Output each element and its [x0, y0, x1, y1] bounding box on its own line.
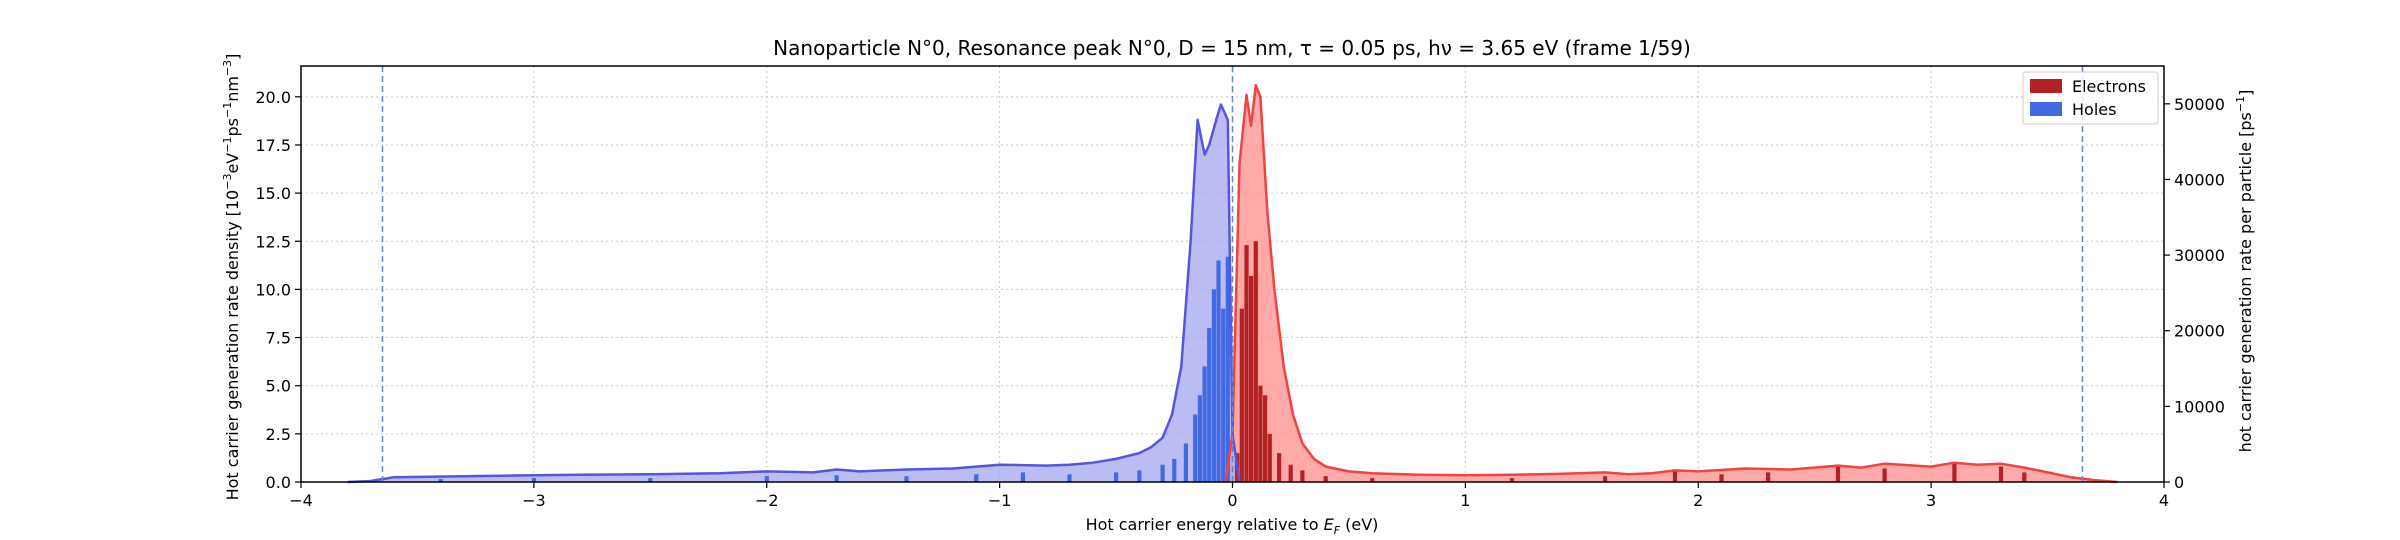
x-tick-label-2: −2	[755, 491, 779, 510]
x-tick-label-5: 1	[1460, 491, 1470, 510]
bar-holes-19	[648, 478, 653, 482]
series-lines	[347, 84, 2118, 484]
bar-holes-12	[1114, 472, 1119, 482]
x-tick-label-1: −3	[522, 491, 546, 510]
bar-electrons-8	[1277, 453, 1282, 482]
bar-holes-20	[531, 478, 536, 482]
bar-electrons-7	[1267, 433, 1272, 482]
bar-holes-16	[904, 476, 909, 482]
y-left-tick-label-1: 2.5	[266, 425, 291, 444]
x-axis-title: Hot carrier energy relative to EF (eV)	[1086, 515, 1379, 537]
chart-title: Nanoparticle N°0, Resonance peak N°0, D …	[773, 36, 1691, 60]
bar-electrons-6	[1263, 395, 1268, 482]
bar-electrons-15	[1672, 470, 1678, 482]
legend: Electrons Holes	[2022, 71, 2159, 125]
legend-swatch-holes	[2030, 102, 2062, 116]
bar-electrons-9	[1288, 464, 1293, 482]
y-axis-title-right: hot carrier generation rate per particle…	[2234, 90, 2255, 453]
bar-electrons-11	[1323, 476, 1328, 482]
y-axis-title-left: Hot carrier generation rate density [10−…	[221, 54, 242, 501]
bar-marks	[438, 241, 2027, 482]
bar-electrons-16	[1719, 474, 1724, 482]
bar-electrons-17	[1766, 472, 1771, 482]
legend-swatch-electrons	[2030, 79, 2062, 93]
bar-holes-0	[1225, 256, 1230, 482]
y-left-tick-label-2: 5.0	[266, 377, 291, 396]
y-left-tick-label-7: 17.5	[255, 136, 291, 155]
bar-holes-4	[1207, 327, 1212, 482]
bar-electrons-3	[1249, 275, 1254, 482]
bar-electrons-18	[1835, 464, 1841, 482]
bar-holes-13	[1067, 474, 1072, 482]
y-left-tick-label-4: 10.0	[255, 280, 291, 299]
x-tick-label-6: 2	[1693, 491, 1703, 510]
x-tick-label-4: 0	[1227, 491, 1237, 510]
x-tick-label-0: −4	[289, 491, 313, 510]
bar-electrons-19	[1882, 468, 1887, 482]
bar-holes-7	[1193, 414, 1198, 482]
y-left-tick-label-8: 20.0	[255, 88, 291, 107]
y-left-tick-label-5: 12.5	[255, 232, 291, 251]
bar-electrons-22	[2022, 472, 2027, 482]
y-left-tick-label-6: 15.0	[255, 184, 291, 203]
y-right-tick-label-5: 50000	[2174, 95, 2225, 114]
y-left-tick-label-0: 0.0	[266, 473, 291, 492]
bar-electrons-21	[1998, 466, 2004, 482]
y-right-tick-label-3: 30000	[2174, 246, 2225, 265]
x-tick-label-3: −1	[988, 491, 1012, 510]
bar-holes-6	[1197, 395, 1202, 482]
y-right-tick-label-1: 10000	[2174, 397, 2225, 416]
bar-holes-5	[1202, 366, 1207, 482]
bar-electrons-10	[1300, 470, 1305, 482]
y-right-tick-label-2: 20000	[2174, 322, 2225, 341]
bar-electrons-14	[1603, 476, 1608, 482]
bar-electrons-20	[1952, 462, 1957, 482]
bar-holes-2	[1216, 260, 1221, 482]
bar-holes-21	[438, 479, 443, 482]
bar-holes-14	[1020, 472, 1025, 482]
bar-electrons-5	[1258, 385, 1263, 482]
bar-holes-9	[1172, 458, 1177, 482]
bar-holes-10	[1160, 464, 1165, 482]
legend-label-holes: Holes	[2072, 100, 2116, 119]
y-right-tick-label-4: 40000	[2174, 170, 2225, 189]
legend-label-electrons: Electrons	[2072, 77, 2146, 96]
bar-holes-1	[1221, 308, 1226, 482]
bar-electrons-13	[1509, 478, 1515, 482]
bar-holes-15	[974, 474, 979, 482]
bar-holes-3	[1211, 289, 1216, 482]
bar-electrons-1	[1239, 308, 1244, 482]
bar-holes-11	[1137, 470, 1142, 482]
y-right-tick-label-0: 0	[2174, 473, 2184, 492]
series-line-electrons	[1224, 84, 2118, 484]
x-tick-label-8: 4	[2159, 491, 2169, 510]
x-tick-label-7: 3	[1926, 491, 1936, 510]
series-line-holes	[347, 103, 1241, 484]
bar-holes-17	[834, 475, 839, 482]
axis-ticks: −4 −3 −2 −1 0 1 2 3 4 0.0 2.5 5.0 7.5 10.0 12.5 15.0 17.…	[255, 88, 2225, 510]
y-left-tick-label-3: 7.5	[266, 329, 291, 348]
bar-electrons-4	[1253, 241, 1258, 482]
bar-holes-18	[764, 476, 769, 482]
bar-electrons-2	[1244, 245, 1249, 482]
bar-holes-8	[1183, 443, 1188, 482]
bar-electrons-12	[1370, 478, 1375, 482]
